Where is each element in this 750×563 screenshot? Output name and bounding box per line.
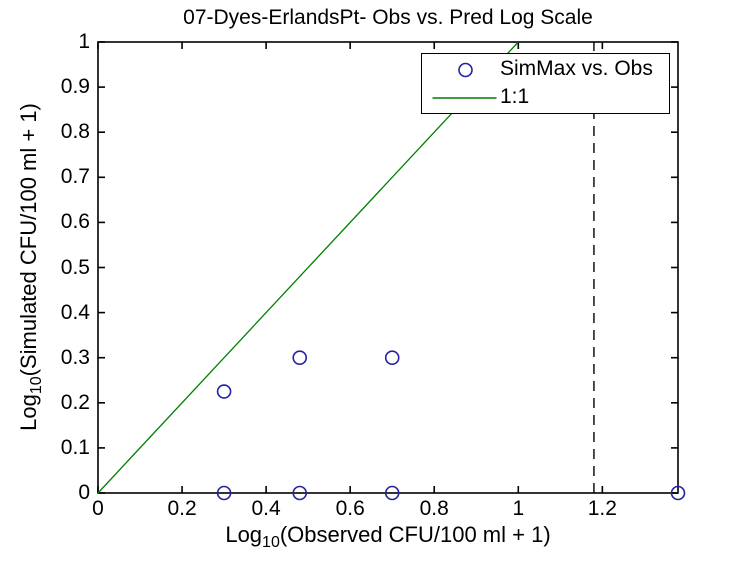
legend-label-one-to-one: 1:1 bbox=[500, 85, 530, 108]
y-tick-label: 0.3 bbox=[60, 345, 90, 369]
y-tick-label: 0.8 bbox=[60, 120, 90, 144]
y-tick-label: 0.2 bbox=[60, 390, 90, 414]
x-tick-label: 0.6 bbox=[335, 497, 365, 520]
x-tick-label: 0.4 bbox=[251, 497, 281, 520]
data-point bbox=[216, 485, 232, 501]
y-tick-label: 0.9 bbox=[60, 75, 90, 99]
data-point bbox=[384, 485, 400, 501]
y-tick-label: 0.7 bbox=[60, 165, 90, 189]
data-point bbox=[292, 350, 308, 366]
y-axis-label-subscript: 10 bbox=[28, 376, 45, 395]
chart-title: 07-Dyes-ErlandsPt- Obs vs. Pred Log Scal… bbox=[183, 6, 593, 29]
y-tick-label: 1 bbox=[78, 30, 90, 53]
y-axis-label: Log10(Simulated CFU/100 ml + 1) bbox=[16, 103, 46, 431]
legend: SimMax vs. Obs 1:1 bbox=[421, 53, 670, 114]
one-to-one-line bbox=[97, 41, 519, 494]
x-tick-label: 0.2 bbox=[167, 497, 197, 520]
x-tick-label: 1 bbox=[512, 497, 525, 520]
legend-label-simmax: SimMax vs. Obs bbox=[500, 57, 653, 80]
x-tick-label: 0.8 bbox=[419, 497, 449, 520]
y-tick-label: 0.4 bbox=[60, 300, 90, 324]
legend-entry-simmax: SimMax vs. Obs bbox=[422, 55, 669, 83]
data-point bbox=[670, 485, 686, 501]
y-axis-label-rest: (Simulated CFU/100 ml + 1) bbox=[16, 103, 41, 377]
data-point bbox=[384, 350, 400, 366]
x-axis-label-rest: (Observed CFU/100 ml + 1) bbox=[279, 522, 551, 547]
y-axis-label-prefix: Log bbox=[16, 394, 41, 431]
x-axis-label: Log10(Observed CFU/100 ml + 1) bbox=[98, 522, 678, 552]
y-tick-label: 0.5 bbox=[60, 255, 90, 279]
x-tick-label: 1.2 bbox=[587, 497, 617, 520]
x-axis-label-subscript: 10 bbox=[262, 534, 280, 551]
y-tick-label: 0 bbox=[78, 481, 90, 504]
data-point bbox=[292, 485, 308, 501]
y-tick-label: 0.6 bbox=[60, 210, 90, 234]
legend-entry-one-to-one: 1:1 bbox=[422, 83, 669, 111]
x-tick-label: 0 bbox=[92, 497, 104, 520]
legend-line-icon bbox=[422, 84, 500, 111]
y-tick-label: 0.1 bbox=[60, 435, 90, 459]
legend-circle-marker-icon bbox=[422, 56, 500, 83]
x-axis-label-prefix: Log bbox=[225, 522, 263, 547]
data-point bbox=[216, 384, 232, 399]
